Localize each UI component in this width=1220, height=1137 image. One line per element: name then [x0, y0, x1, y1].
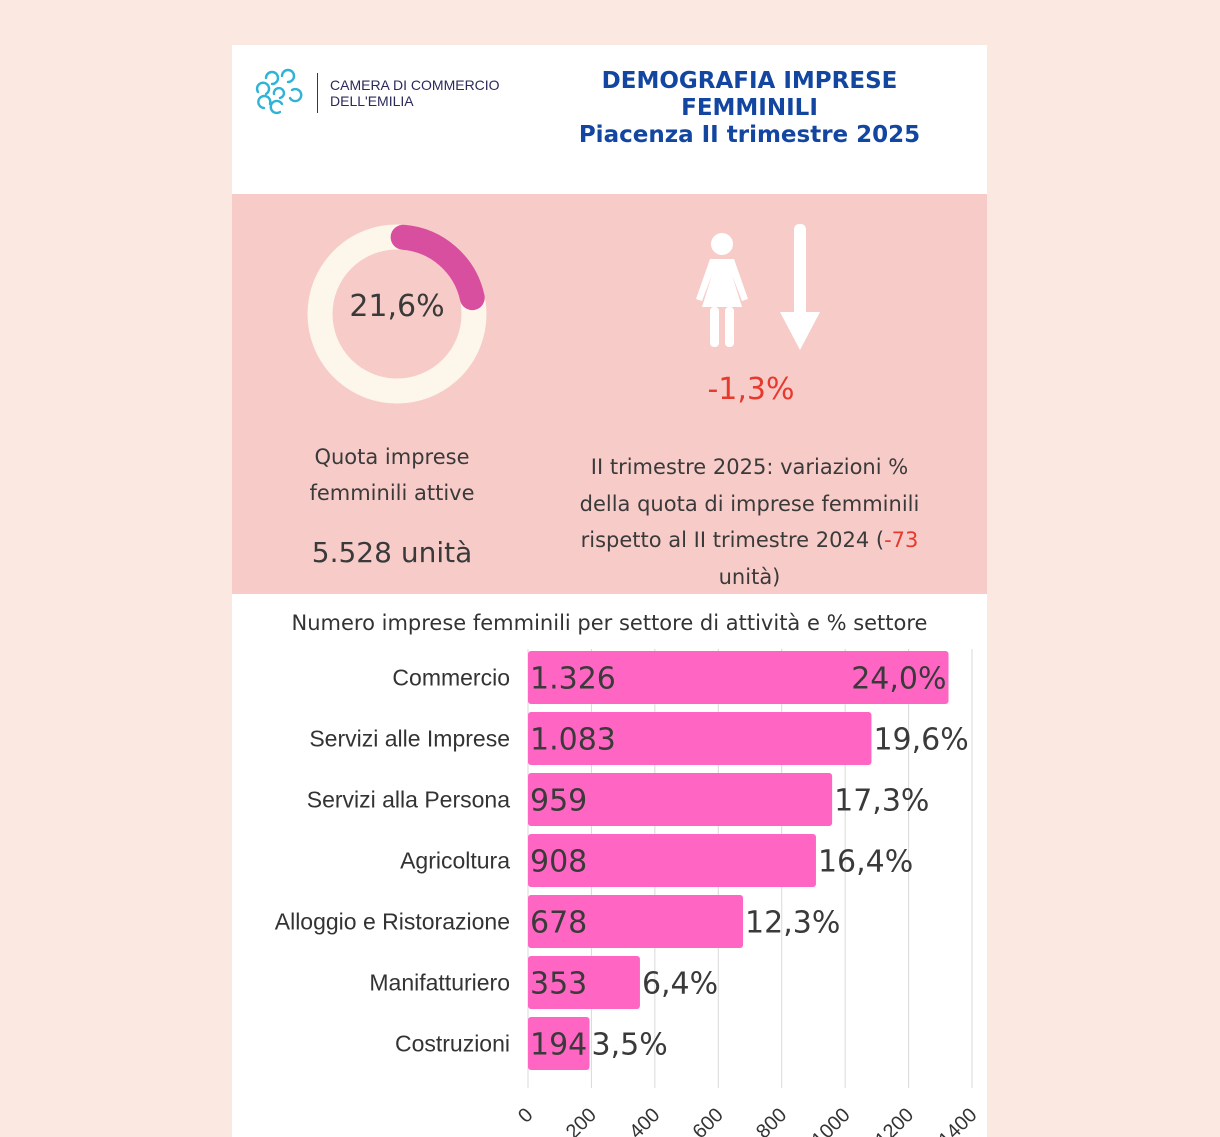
percent-label: 24,0% — [851, 662, 946, 697]
bar-4 — [528, 895, 744, 948]
title-line-3: Piacenza II trimestre 2025 — [578, 122, 921, 148]
value-label: 908 — [530, 845, 587, 880]
variation-units-change: -73 — [884, 528, 919, 552]
infographic-card: CAMERA DI COMMERCIO DELL'EMILIA DEMOGRAF… — [232, 45, 987, 1137]
value-label: 959 — [530, 784, 587, 819]
value-label: 1.326 — [530, 662, 616, 697]
variation-value: -1,3% — [707, 372, 795, 407]
variation-line-3-text: rispetto al II trimestre 2024 ( — [580, 528, 885, 552]
percent-label: 6,4% — [642, 967, 718, 1002]
org-line-2: DELL'EMILIA — [330, 93, 414, 109]
variation-line-4: unità) — [718, 564, 781, 589]
x-tick-label: 1400 — [935, 1104, 982, 1137]
value-label: 194 — [530, 1028, 587, 1063]
chart-title: Numero imprese femminili per settore di … — [291, 611, 928, 635]
category-label: Commercio — [392, 665, 510, 691]
x-tick-label: 0 — [514, 1104, 537, 1127]
variation-description: II trimestre 2025: variazioni % della qu… — [552, 449, 947, 595]
variation-line-2: della quota di imprese femminili — [579, 491, 920, 516]
value-label: 1.083 — [530, 723, 616, 758]
variation-line-3: rispetto al II trimestre 2024 (-73 — [552, 522, 947, 559]
summary-panel: 21,6% Quota imprese femminili attive 5.5… — [232, 194, 987, 594]
bar-5 — [528, 956, 640, 1009]
x-tick-label: 1200 — [871, 1104, 918, 1137]
category-label: Servizi alla Persona — [307, 787, 510, 813]
donut-arc — [390, 224, 485, 311]
x-tick-label: 800 — [752, 1104, 791, 1137]
category-label: Costruzioni — [395, 1031, 510, 1057]
category-label: Alloggio e Ristorazione — [275, 909, 510, 935]
x-tick-label: 600 — [689, 1104, 728, 1137]
share-value: 21,6% — [349, 289, 445, 324]
title-line-1: DEMOGRAFIA IMPRESE — [601, 68, 898, 94]
page-title: DEMOGRAFIA IMPRESE FEMMINILI Piacenza II… — [547, 68, 952, 149]
camera-di-commercio-logo-icon — [255, 68, 303, 115]
percent-label: 12,3% — [745, 906, 840, 941]
value-label: 678 — [530, 906, 587, 941]
x-tick-label: 1000 — [808, 1104, 855, 1137]
share-label-line-2: femminili attive — [309, 481, 475, 505]
share-label-line-1: Quota imprese — [314, 445, 470, 469]
category-label: Manifatturiero — [369, 970, 510, 996]
bar-2 — [528, 773, 833, 826]
category-label: Agricoltura — [400, 848, 510, 874]
header: CAMERA DI COMMERCIO DELL'EMILIA DEMOGRAF… — [232, 45, 987, 194]
variation-line-1: II trimestre 2025: variazioni % — [590, 455, 909, 479]
percent-label: 19,6% — [873, 723, 968, 758]
bar-0 — [528, 651, 949, 704]
title-line-2: FEMMINILI — [681, 95, 818, 121]
bar-1 — [528, 712, 872, 765]
value-label: 353 — [530, 967, 587, 1002]
logo-divider — [317, 73, 318, 113]
arrow-down-icon — [780, 224, 820, 350]
units-count: 5.528 unità — [311, 536, 473, 569]
x-tick-label: 400 — [625, 1104, 664, 1137]
organization-name: CAMERA DI COMMERCIO DELL'EMILIA — [330, 77, 500, 109]
share-label: Quota imprese femminili attive — [272, 439, 512, 511]
percent-label: 16,4% — [818, 845, 913, 880]
percent-label: 3,5% — [592, 1028, 668, 1063]
org-line-1: CAMERA DI COMMERCIO — [330, 77, 500, 93]
bar-3 — [528, 834, 816, 887]
bar-6 — [528, 1017, 590, 1070]
category-label: Servizi alle Imprese — [309, 726, 510, 752]
woman-icon — [696, 233, 748, 347]
share-donut — [307, 224, 487, 404]
sector-bar-chart: Commercio 1.326 24,0% Servizi alle Imprese 1… — [275, 649, 982, 1137]
percent-label: 17,3% — [834, 784, 929, 819]
x-tick-label: 200 — [562, 1104, 601, 1137]
